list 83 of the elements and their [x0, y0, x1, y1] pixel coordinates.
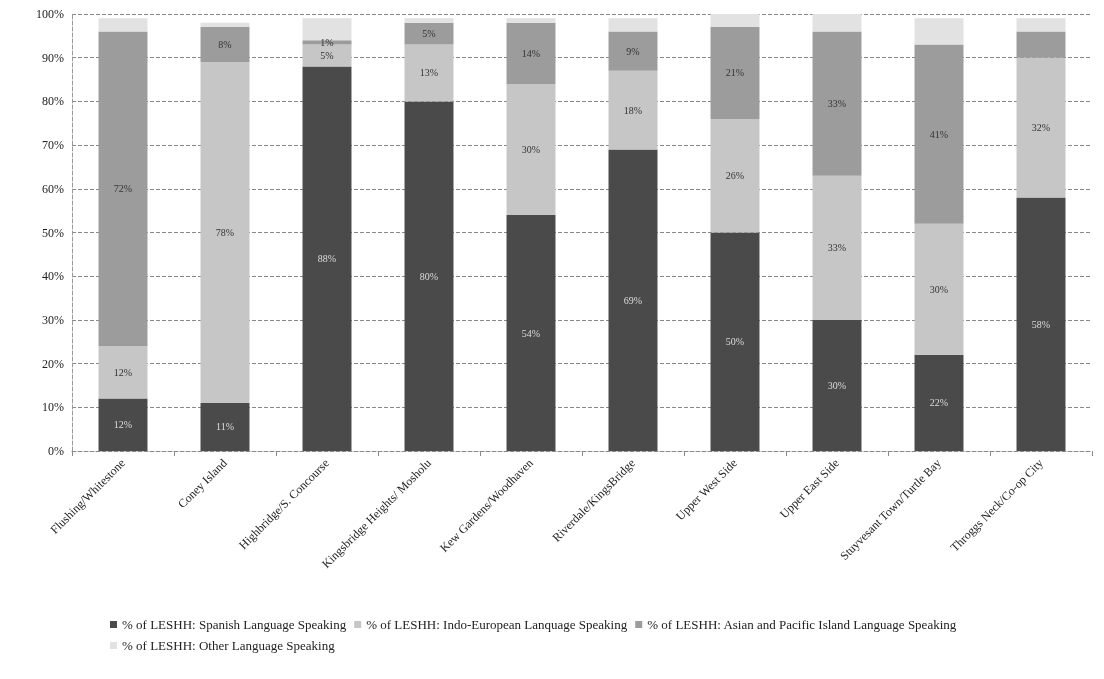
y-tick-label: 70%	[42, 138, 64, 153]
data-label: 5%	[422, 28, 436, 40]
bar	[608, 18, 658, 32]
data-label: 54%	[521, 327, 541, 339]
data-label: 12%	[113, 419, 133, 431]
data-label: 69%	[623, 294, 643, 306]
bar	[98, 346, 148, 399]
data-label: 30%	[827, 379, 847, 391]
bar	[812, 14, 862, 32]
y-tick-label: 50%	[42, 225, 64, 240]
data-label: 88%	[317, 253, 337, 265]
y-tick-label: 30%	[42, 312, 64, 327]
data-label: 32%	[1031, 122, 1051, 134]
bar	[200, 62, 250, 403]
y-tick-label: 60%	[42, 181, 64, 196]
legend-label: % of LESHH: Other Language Speaking	[122, 638, 336, 653]
bar	[506, 83, 556, 216]
bar	[98, 398, 148, 451]
data-label: 8%	[218, 39, 232, 51]
data-label: 78%	[215, 227, 235, 238]
bar	[200, 402, 250, 451]
bar	[404, 18, 454, 23]
bar	[710, 232, 760, 451]
bar	[914, 223, 964, 355]
data-label: 14%	[521, 47, 541, 59]
bar	[404, 44, 454, 102]
bar	[302, 66, 352, 451]
data-label: 11%	[216, 421, 234, 433]
legend-label: % of LESHH: Asian and Pacific Island Language Speaking	[647, 617, 957, 632]
bar	[812, 175, 862, 320]
data-label: 33%	[827, 98, 847, 110]
data-label: 18%	[623, 104, 643, 116]
y-tick-label: 100%	[36, 7, 64, 21]
bar	[506, 22, 556, 84]
bar	[200, 27, 250, 63]
bar	[98, 31, 148, 347]
data-label: 12%	[113, 366, 133, 378]
bar	[608, 31, 658, 71]
bar	[1016, 31, 1066, 58]
bar	[200, 22, 250, 28]
bar	[1016, 18, 1066, 32]
data-label: 5%	[320, 50, 334, 62]
data-label: 9%	[626, 45, 640, 57]
legend-label: % of LESHH: Indo-European Lanquage Speaking	[366, 617, 628, 632]
data-label: 33%	[827, 242, 847, 254]
data-label: 21%	[725, 67, 745, 79]
bar	[1016, 57, 1066, 198]
data-label: 72%	[113, 183, 133, 195]
bar	[710, 27, 760, 119]
y-tick-label: 40%	[42, 269, 64, 284]
y-tick-label: 10%	[42, 400, 64, 415]
data-label: 22%	[929, 397, 949, 409]
bar	[608, 149, 658, 451]
bar	[404, 101, 454, 451]
data-label: 26%	[725, 170, 745, 182]
bar	[812, 319, 862, 451]
y-tick-label: 20%	[42, 356, 64, 371]
data-label: 1%	[320, 36, 334, 48]
data-label: 50%	[725, 336, 745, 348]
bar	[914, 44, 964, 224]
legend-label: % of LESHH: Spanish Language Speaking	[122, 617, 347, 632]
y-tick-label: 80%	[42, 94, 64, 109]
bar	[914, 18, 964, 45]
bar	[812, 31, 862, 176]
y-tick-label: 90%	[42, 50, 64, 65]
bar	[710, 14, 760, 28]
data-label: 30%	[929, 283, 949, 295]
bar	[404, 22, 454, 45]
y-tick-label: 0%	[48, 444, 64, 458]
bar	[302, 18, 352, 41]
data-label: 13%	[419, 67, 439, 79]
bar	[710, 118, 760, 233]
bar	[506, 215, 556, 451]
bar	[914, 354, 964, 451]
data-label: 58%	[1031, 318, 1051, 330]
data-label: 41%	[929, 128, 949, 140]
bar	[608, 70, 658, 150]
bar	[302, 40, 352, 45]
bar	[98, 18, 148, 32]
data-label: 80%	[419, 270, 439, 282]
bar	[506, 18, 556, 23]
bar	[1016, 197, 1066, 451]
data-label: 30%	[521, 143, 541, 155]
